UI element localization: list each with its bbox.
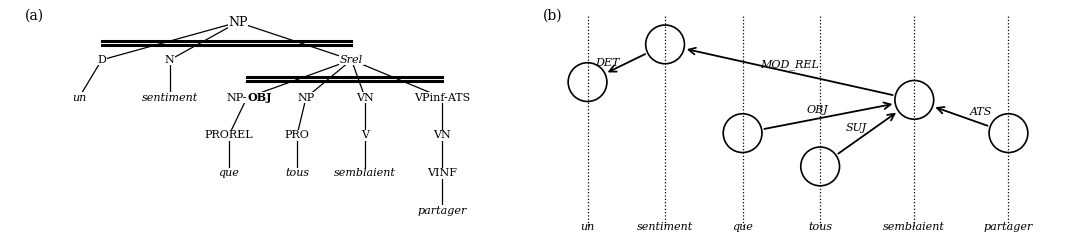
Text: SUJ: SUJ	[846, 123, 867, 133]
Text: N: N	[165, 55, 175, 65]
Text: PRO: PRO	[285, 130, 310, 140]
Text: NP: NP	[298, 93, 315, 103]
Text: semblaient: semblaient	[883, 222, 945, 232]
Text: semblaient: semblaient	[334, 168, 396, 178]
Text: NP-: NP-	[227, 93, 247, 103]
Text: D: D	[98, 55, 106, 65]
Text: sentiment: sentiment	[637, 222, 693, 232]
Text: sentiment: sentiment	[141, 93, 198, 103]
Text: VPinf-ATS: VPinf-ATS	[414, 93, 470, 103]
Text: MOD_REL: MOD_REL	[760, 59, 819, 70]
Text: un: un	[580, 222, 595, 232]
Text: ATS: ATS	[970, 107, 992, 117]
Text: OBJ: OBJ	[247, 92, 272, 103]
Text: NP: NP	[228, 16, 248, 29]
Text: VN: VN	[433, 130, 451, 140]
Text: partager: partager	[418, 206, 467, 216]
Text: VN: VN	[356, 93, 374, 103]
Text: que: que	[732, 222, 753, 232]
Text: tous: tous	[285, 168, 310, 178]
Text: OBJ: OBJ	[807, 105, 829, 115]
Text: PROREL: PROREL	[204, 130, 253, 140]
Text: (b): (b)	[543, 9, 563, 23]
Text: partager: partager	[984, 222, 1033, 232]
Text: tous: tous	[808, 222, 832, 232]
Text: un: un	[72, 93, 86, 103]
Text: que: que	[218, 168, 239, 178]
Text: DET: DET	[595, 58, 619, 68]
Text: VINF: VINF	[427, 168, 457, 178]
Text: (a): (a)	[25, 9, 43, 23]
Text: V: V	[361, 130, 369, 140]
Text: Srel: Srel	[340, 55, 363, 65]
